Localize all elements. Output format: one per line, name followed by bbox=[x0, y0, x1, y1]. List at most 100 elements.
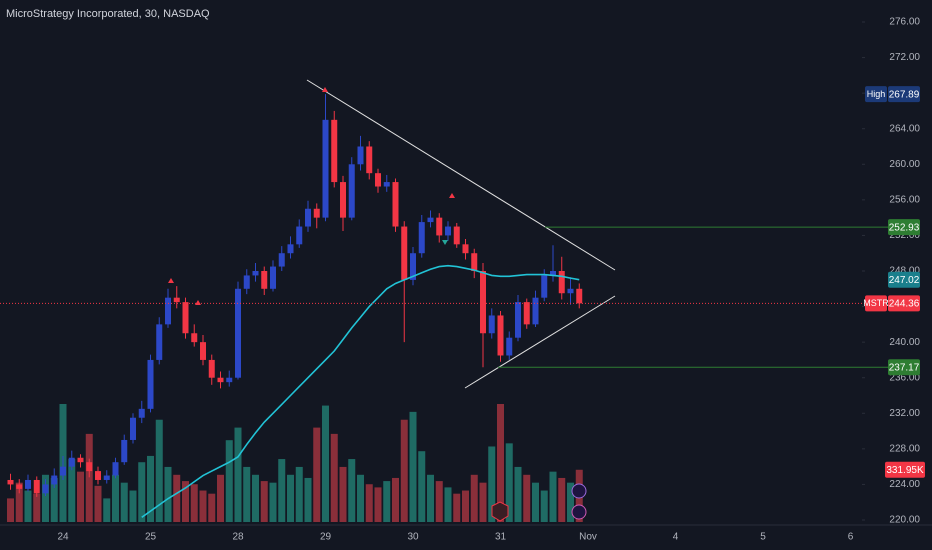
candle-body bbox=[51, 475, 58, 485]
candle-body bbox=[138, 408, 145, 418]
candle-body bbox=[77, 457, 84, 463]
volume-tag bbox=[885, 461, 925, 478]
price-tag bbox=[888, 295, 920, 312]
candle-body bbox=[7, 479, 14, 485]
candle-body bbox=[550, 271, 556, 276]
volume-bar bbox=[147, 455, 154, 522]
volume-bar bbox=[94, 485, 102, 522]
volume-bar bbox=[444, 487, 452, 522]
signal-marker bbox=[322, 87, 328, 92]
volume-bar bbox=[217, 474, 224, 522]
volume-bar bbox=[488, 446, 496, 522]
price-tag-value: 237.17 bbox=[889, 362, 920, 373]
x-tick-label: 30 bbox=[407, 532, 419, 543]
y-tick-label: 248.00 bbox=[889, 266, 920, 277]
volume-bar bbox=[295, 466, 303, 522]
candle-body bbox=[340, 182, 346, 218]
signal-marker bbox=[442, 240, 448, 245]
volume-tag-label: 331.95K bbox=[886, 465, 924, 476]
volume-bar bbox=[400, 419, 408, 522]
candle-body bbox=[523, 302, 530, 325]
volume-bar bbox=[120, 482, 128, 522]
candle-body bbox=[322, 119, 329, 218]
candle-body bbox=[357, 146, 364, 165]
price-tag-value: 267.89 bbox=[889, 89, 920, 100]
volume-bar bbox=[409, 411, 417, 522]
plot-area bbox=[7, 94, 583, 522]
volume-bar bbox=[33, 493, 41, 522]
candle-body bbox=[532, 297, 539, 325]
x-tick-label: 4 bbox=[673, 532, 679, 543]
candle-body bbox=[541, 275, 548, 298]
volume-bar bbox=[304, 477, 312, 522]
x-tick-label: 28 bbox=[232, 532, 244, 543]
volume-bar bbox=[243, 466, 251, 522]
price-tag-value: 247.02 bbox=[889, 275, 920, 286]
candle-body bbox=[392, 182, 399, 227]
signal-marker bbox=[449, 193, 455, 198]
y-tick-label: 260.00 bbox=[889, 159, 920, 170]
candle-body bbox=[567, 288, 574, 294]
candle-body bbox=[182, 302, 189, 334]
candle-body bbox=[86, 462, 93, 472]
price-tag bbox=[888, 86, 920, 103]
candle-body bbox=[68, 457, 75, 467]
candle-body bbox=[462, 244, 469, 254]
candle-body bbox=[296, 226, 303, 245]
volume-bar bbox=[278, 459, 286, 522]
price-tag bbox=[888, 271, 920, 288]
candle-body bbox=[410, 253, 416, 280]
candle-body bbox=[261, 271, 268, 289]
volume-bar bbox=[269, 482, 277, 522]
volume-bar bbox=[418, 451, 426, 522]
volume-bar bbox=[567, 482, 574, 522]
volume-bar bbox=[558, 477, 566, 522]
volume-bar bbox=[322, 405, 329, 522]
volume-bar bbox=[42, 474, 49, 522]
event-icon bbox=[571, 483, 587, 499]
volume-bar bbox=[129, 490, 137, 522]
candle-body bbox=[375, 173, 381, 187]
candle-body bbox=[488, 315, 495, 334]
volume-bar bbox=[470, 474, 478, 522]
volume-bar bbox=[50, 477, 58, 522]
candle-body bbox=[436, 217, 443, 236]
candle-body bbox=[278, 253, 285, 267]
x-tick-label: 25 bbox=[145, 532, 157, 543]
chart-title: MicroStrategy Incorporated, 30, NASDAQ bbox=[6, 8, 210, 20]
volume-bar bbox=[365, 484, 373, 522]
candle-body bbox=[506, 337, 513, 356]
volume-bar bbox=[260, 481, 268, 522]
candle-body bbox=[208, 359, 215, 378]
price-tag-name: MSTR bbox=[863, 298, 889, 308]
volume-bar bbox=[497, 404, 504, 522]
candle-body bbox=[313, 208, 320, 218]
candle-body bbox=[33, 479, 40, 494]
candle-body bbox=[445, 226, 451, 236]
candle-body bbox=[112, 462, 119, 476]
volume-bar bbox=[77, 471, 84, 522]
candle-body bbox=[25, 479, 31, 489]
candle-body bbox=[243, 275, 250, 289]
candle-body bbox=[418, 222, 425, 254]
candle-body bbox=[366, 146, 373, 174]
x-tick-label: 5 bbox=[760, 532, 766, 543]
x-tick-label: Nov bbox=[579, 532, 597, 543]
volume-bar bbox=[138, 462, 146, 522]
volume-bar bbox=[549, 471, 557, 522]
y-tick-label: 272.00 bbox=[889, 52, 920, 63]
markers bbox=[168, 87, 455, 305]
y-tick-label: 224.00 bbox=[889, 479, 920, 490]
candle-body bbox=[217, 377, 224, 383]
candle-body bbox=[576, 288, 583, 304]
candle-body bbox=[252, 271, 259, 276]
candle-body bbox=[558, 271, 565, 294]
candle-body bbox=[42, 484, 49, 494]
volume-bar bbox=[330, 433, 338, 522]
volume-bar bbox=[514, 466, 522, 522]
y-tick-label: 236.00 bbox=[889, 372, 920, 383]
trendlines bbox=[306, 79, 616, 389]
y-tick-label: 220.00 bbox=[889, 515, 920, 526]
volume-bar bbox=[225, 440, 233, 522]
candle-body bbox=[147, 359, 154, 409]
